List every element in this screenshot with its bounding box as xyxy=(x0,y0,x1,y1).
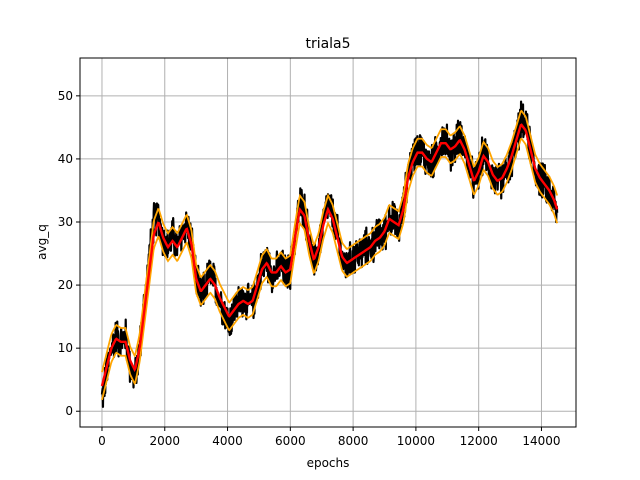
smoothed-series-line xyxy=(100,123,559,387)
x-tick-label: 0 xyxy=(98,434,106,448)
y-tick-label: 10 xyxy=(58,341,73,355)
x-tick-label: 8000 xyxy=(338,434,369,448)
x-tick-label: 12000 xyxy=(460,434,498,448)
y-tick-label: 20 xyxy=(58,278,73,292)
x-tick-label: 14000 xyxy=(522,434,560,448)
lower-band-line xyxy=(101,137,559,401)
y-ticks: 0 10 20 30 40 50 xyxy=(58,89,80,418)
y-tick-label: 40 xyxy=(58,152,73,166)
x-tick-label: 4000 xyxy=(212,434,243,448)
x-tick-label: 6000 xyxy=(275,434,306,448)
grid-lines xyxy=(80,58,576,427)
y-tick-label: 50 xyxy=(58,89,73,103)
x-tick-label: 2000 xyxy=(149,434,180,448)
y-tick-label: 30 xyxy=(58,215,73,229)
x-tick-label: 10000 xyxy=(397,434,435,448)
plot-area xyxy=(100,100,559,408)
x-ticks: 0 2000 4000 6000 8000 10000 12000 14000 xyxy=(98,427,561,448)
upper-band-line xyxy=(101,109,559,373)
chart-title: triala5 xyxy=(305,36,350,52)
x-axis-label: epochs xyxy=(307,456,350,470)
y-axis-label: avg_q xyxy=(35,224,49,260)
axes-frame xyxy=(79,57,577,428)
y-tick-label: 0 xyxy=(65,404,73,418)
